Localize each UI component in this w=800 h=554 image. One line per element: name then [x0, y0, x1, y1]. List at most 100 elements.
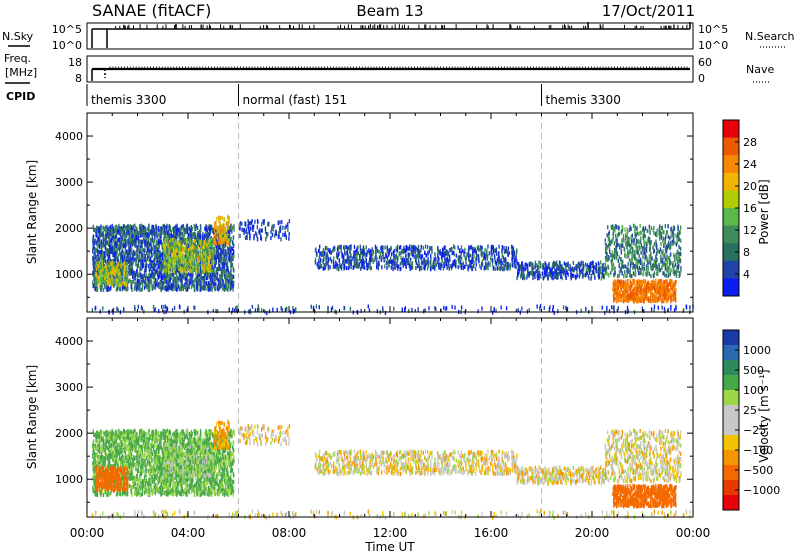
- power-cell: [173, 268, 176, 273]
- power-cell: [424, 265, 426, 270]
- power-cell: [105, 259, 107, 264]
- power-cell: [382, 245, 384, 250]
- power-cell: [483, 254, 485, 259]
- power-cell: [153, 285, 155, 290]
- power-cell: [121, 226, 123, 231]
- power-cell: [103, 265, 105, 270]
- power-cell: [198, 232, 200, 237]
- power-cell: [503, 257, 505, 262]
- power-cell: [97, 237, 99, 242]
- power-cell: [201, 246, 204, 251]
- power-cell: [141, 228, 144, 233]
- power-cell: [182, 284, 184, 289]
- power-cell: [173, 257, 175, 262]
- power-cell: [410, 247, 412, 252]
- power-cell: [187, 250, 189, 255]
- power-cell: [316, 252, 318, 257]
- power-cell: [511, 257, 513, 262]
- power-cell: [226, 267, 229, 272]
- power-cell: [211, 273, 214, 278]
- power-cell: [114, 269, 117, 274]
- power-cell: [227, 249, 230, 254]
- power-cell: [402, 250, 404, 255]
- power-cell: [222, 268, 224, 273]
- power-cell: [355, 261, 357, 266]
- power-cell: [162, 224, 164, 229]
- power-cell: [203, 275, 205, 280]
- power-cell: [371, 247, 373, 252]
- power-cell: [105, 225, 107, 230]
- power-cell: [209, 272, 212, 277]
- power-cell: [415, 254, 418, 259]
- power-cell: [135, 287, 138, 292]
- power-cell: [113, 262, 115, 267]
- power-cell: [222, 262, 224, 267]
- power-cell: [512, 261, 514, 266]
- power-cell: [209, 248, 211, 253]
- power-cell: [199, 248, 201, 253]
- power-cell: [147, 248, 149, 253]
- power-cell: [507, 252, 509, 257]
- power-cell: [130, 250, 132, 255]
- power-cell: [160, 260, 162, 265]
- power-cell: [110, 267, 113, 272]
- power-cell: [187, 247, 190, 252]
- power-cell: [386, 256, 389, 261]
- power-cell: [446, 252, 448, 257]
- power-cell: [487, 261, 490, 266]
- power-cell: [498, 244, 500, 249]
- power-cell: [106, 265, 109, 270]
- power-cell: [474, 248, 476, 253]
- power-cell: [164, 237, 166, 242]
- power-cell: [166, 269, 168, 274]
- power-cell: [229, 257, 231, 262]
- power-cell: [220, 266, 222, 271]
- power-cell: [208, 283, 210, 288]
- power-cell: [515, 255, 517, 260]
- power-cell: [372, 252, 374, 257]
- power-cell: [170, 272, 172, 277]
- power-cell: [337, 253, 339, 258]
- power-cell: [218, 257, 220, 262]
- power-cell: [102, 236, 105, 241]
- power-cell: [204, 279, 206, 284]
- power-cell: [319, 262, 321, 267]
- power-cell: [418, 252, 421, 257]
- power-cell: [464, 249, 466, 254]
- power-cell: [134, 273, 137, 278]
- power-cell: [396, 255, 398, 260]
- power-cell: [512, 246, 514, 251]
- power-cell: [164, 257, 167, 262]
- power-cell: [453, 262, 455, 267]
- power-cell: [230, 250, 232, 255]
- power-cell: [223, 231, 225, 236]
- power-cell: [214, 286, 216, 291]
- power-cell: [104, 245, 106, 250]
- power-cell: [122, 257, 125, 262]
- power-cell: [140, 227, 142, 232]
- power-cell: [385, 260, 388, 265]
- power-cell: [233, 224, 235, 229]
- power-cell: [97, 235, 99, 240]
- power-cell: [425, 259, 427, 264]
- power-cell: [486, 264, 488, 269]
- power-cell: [106, 224, 108, 229]
- power-cell: [170, 263, 173, 268]
- power-cell: [166, 287, 168, 292]
- power-cell: [136, 236, 138, 241]
- power-cell: [180, 278, 183, 283]
- power-cell: [480, 252, 482, 257]
- power-cell: [124, 245, 127, 250]
- power-cell: [219, 233, 221, 238]
- power-cell: [414, 249, 417, 254]
- power-cell: [202, 245, 204, 250]
- power-cell: [110, 260, 112, 265]
- power-cell: [396, 244, 399, 249]
- power-cell: [196, 253, 199, 258]
- power-cell: [503, 250, 506, 255]
- power-cell: [161, 285, 164, 290]
- power-cell: [227, 287, 229, 292]
- power-cell: [162, 268, 165, 273]
- power-cell: [158, 271, 160, 276]
- power-cell: [186, 238, 188, 243]
